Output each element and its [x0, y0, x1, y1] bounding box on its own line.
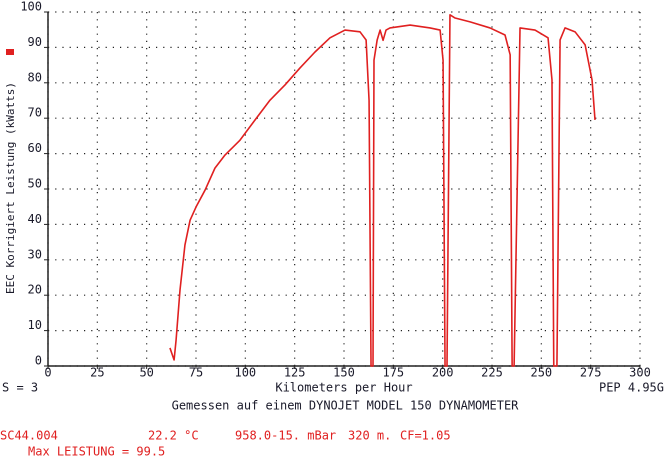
- y-tick-label: 70: [28, 106, 42, 120]
- max-power: Max LEISTUNG = 99.5: [28, 445, 165, 459]
- x-tick-label: 225: [481, 366, 503, 380]
- y-tick-label: 0: [35, 354, 42, 368]
- x-tick-label: 75: [189, 366, 203, 380]
- x-tick-label: 50: [139, 366, 153, 380]
- pressure: 958.0-15. mBar: [235, 429, 336, 443]
- subtitle: Gemessen auf einem DYNOJET MODEL 150 DYN…: [172, 399, 520, 413]
- x-tick-label: 200: [432, 366, 454, 380]
- x-axis-label: Kilometers per Hour: [275, 381, 412, 395]
- x-tick-label: 300: [629, 366, 651, 380]
- power-curve: [169, 14, 596, 367]
- x-tick-label: 100: [234, 366, 256, 380]
- x-tick-label: 125: [284, 366, 306, 380]
- altitude: 320 m.: [348, 429, 391, 443]
- x-tick-label: 250: [530, 366, 552, 380]
- temperature: 22.2 °C: [148, 429, 199, 443]
- x-tick-label: 0: [44, 366, 51, 380]
- left-note: S = 3: [2, 381, 38, 395]
- y-tick-label: 30: [28, 247, 42, 261]
- x-tick-label: 25: [90, 366, 104, 380]
- run-id: SC44.004: [0, 429, 58, 443]
- y-tick-label: 50: [28, 177, 42, 191]
- y-tick-label: 100: [20, 0, 42, 14]
- y-tick-label: 20: [28, 283, 42, 297]
- legend-marker: [6, 49, 14, 55]
- y-tick-label: 90: [28, 35, 42, 49]
- x-tick-label: 275: [580, 366, 602, 380]
- x-tick-label: 175: [382, 366, 404, 380]
- y-tick-label: 80: [28, 70, 42, 84]
- y-tick-label: 10: [28, 318, 42, 332]
- x-tick-label: 150: [333, 366, 355, 380]
- y-tick-label: 40: [28, 212, 42, 226]
- right-note: PEP 4.95G: [599, 381, 664, 395]
- correction-factor: CF=1.05: [400, 429, 451, 443]
- y-tick-label: 60: [28, 141, 42, 155]
- y-axis-label: EEC Korrigiert Leistung (kWatts): [4, 82, 17, 294]
